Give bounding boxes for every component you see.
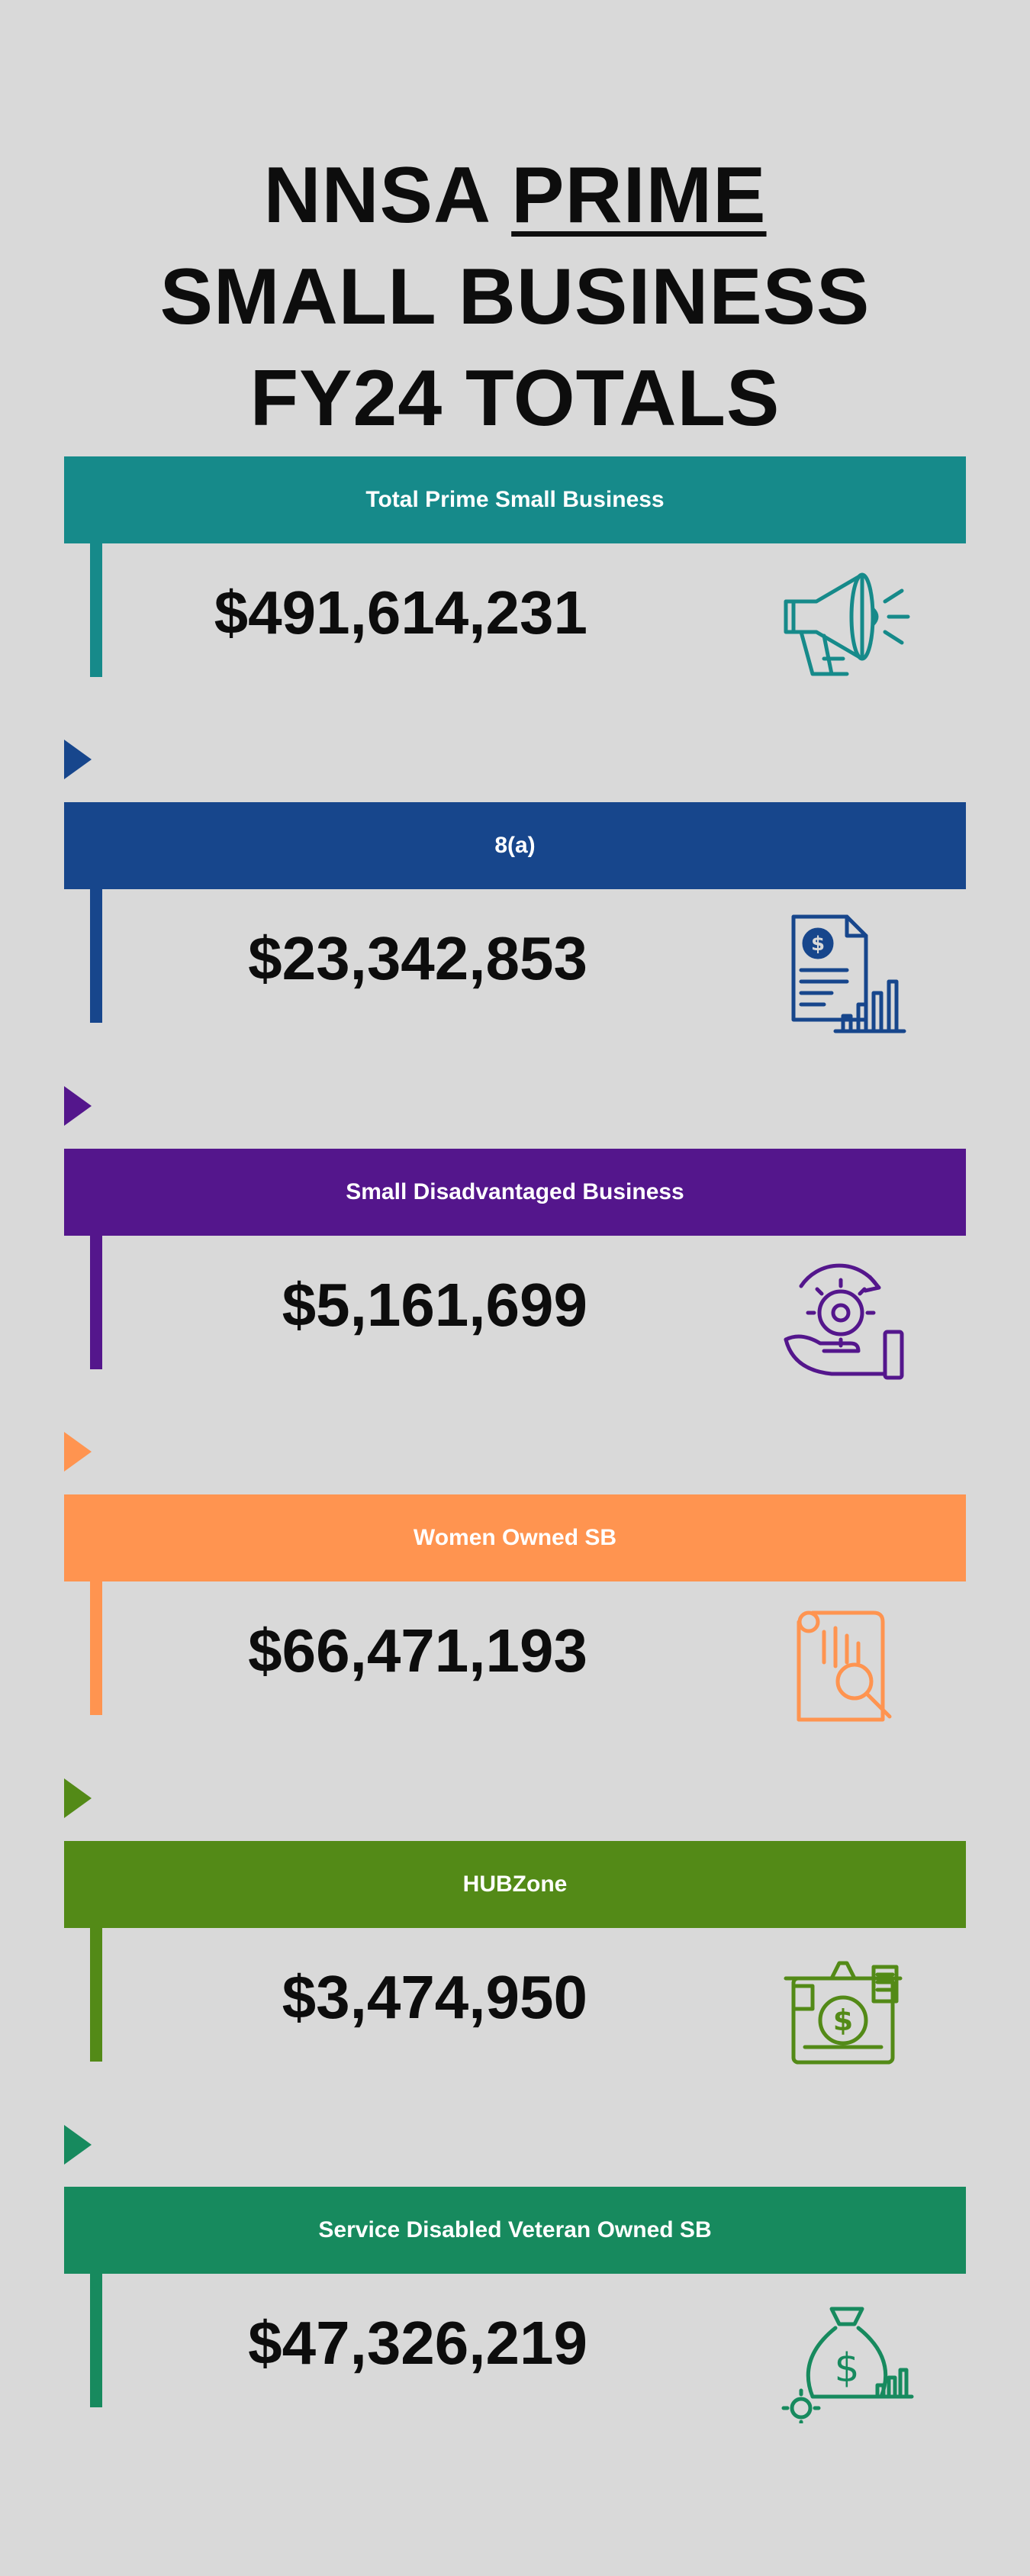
title-line-3: FY24 TOTALS (249, 354, 781, 443)
title-underlined-word: PRIME (511, 151, 767, 240)
section-hubzone: HUBZone $3,474,950 $ (0, 1841, 1030, 2065)
section-banner: Total Prime Small Business (64, 456, 966, 543)
section-banner: Small Disadvantaged Business (64, 1149, 966, 1236)
section-small-disadvantaged: Small Disadvantaged Business $5,161,699 (0, 1149, 1030, 1380)
megaphone-icon (784, 572, 910, 676)
section-amount: $23,342,853 (248, 924, 587, 992)
section-bar (90, 1928, 102, 2062)
money-bag-icon: $ (781, 2307, 914, 2423)
section-marker-arrow (64, 1778, 92, 1818)
section-amount: $3,474,950 (282, 1963, 587, 2031)
section-bar (90, 543, 102, 677)
section-amount: $66,471,193 (248, 1617, 587, 1685)
svg-text:$: $ (833, 2004, 853, 2037)
svg-text:$: $ (811, 933, 825, 956)
section-bar (90, 2274, 102, 2407)
section-bar (90, 889, 102, 1023)
section-banner: HUBZone (64, 1841, 966, 1928)
section-bar (90, 1236, 102, 1369)
section-banner: 8(a) (64, 802, 966, 889)
hand-gear-icon (784, 1263, 904, 1380)
section-marker-arrow (64, 2125, 92, 2165)
section-amount: $491,614,231 (214, 579, 587, 646)
section-marker-arrow (64, 1432, 92, 1472)
section-marker-arrow (64, 740, 92, 779)
title-line-2: SMALL BUSINESS (159, 253, 871, 341)
section-service-disabled-veteran: Service Disabled Veteran Owned SB $47,32… (0, 2187, 1030, 2423)
document-search-icon (797, 1610, 892, 1722)
section-banner: Service Disabled Veteran Owned SB (64, 2187, 966, 2274)
section-women-owned: Women Owned SB $66,471,193 (0, 1494, 1030, 1722)
section-amount: $47,326,219 (248, 2309, 587, 2377)
section-marker-arrow (64, 1086, 92, 1126)
svg-text:$: $ (834, 2345, 859, 2391)
money-stack-icon: $ (784, 1961, 903, 2065)
section-bar (90, 1581, 102, 1715)
section-total-prime: Total Prime Small Business $491,614,231 (0, 456, 1030, 680)
page-title: NNSA PRIME SMALL BUSINESS FY24 TOTALS (0, 145, 1030, 450)
title-line-1: NNSA PRIME (263, 151, 767, 240)
section-banner: Women Owned SB (64, 1494, 966, 1581)
section-8a: 8(a) $23,342,853 $ (0, 802, 1030, 1033)
financial-report-icon: $ (791, 914, 906, 1033)
section-amount: $5,161,699 (282, 1271, 587, 1339)
